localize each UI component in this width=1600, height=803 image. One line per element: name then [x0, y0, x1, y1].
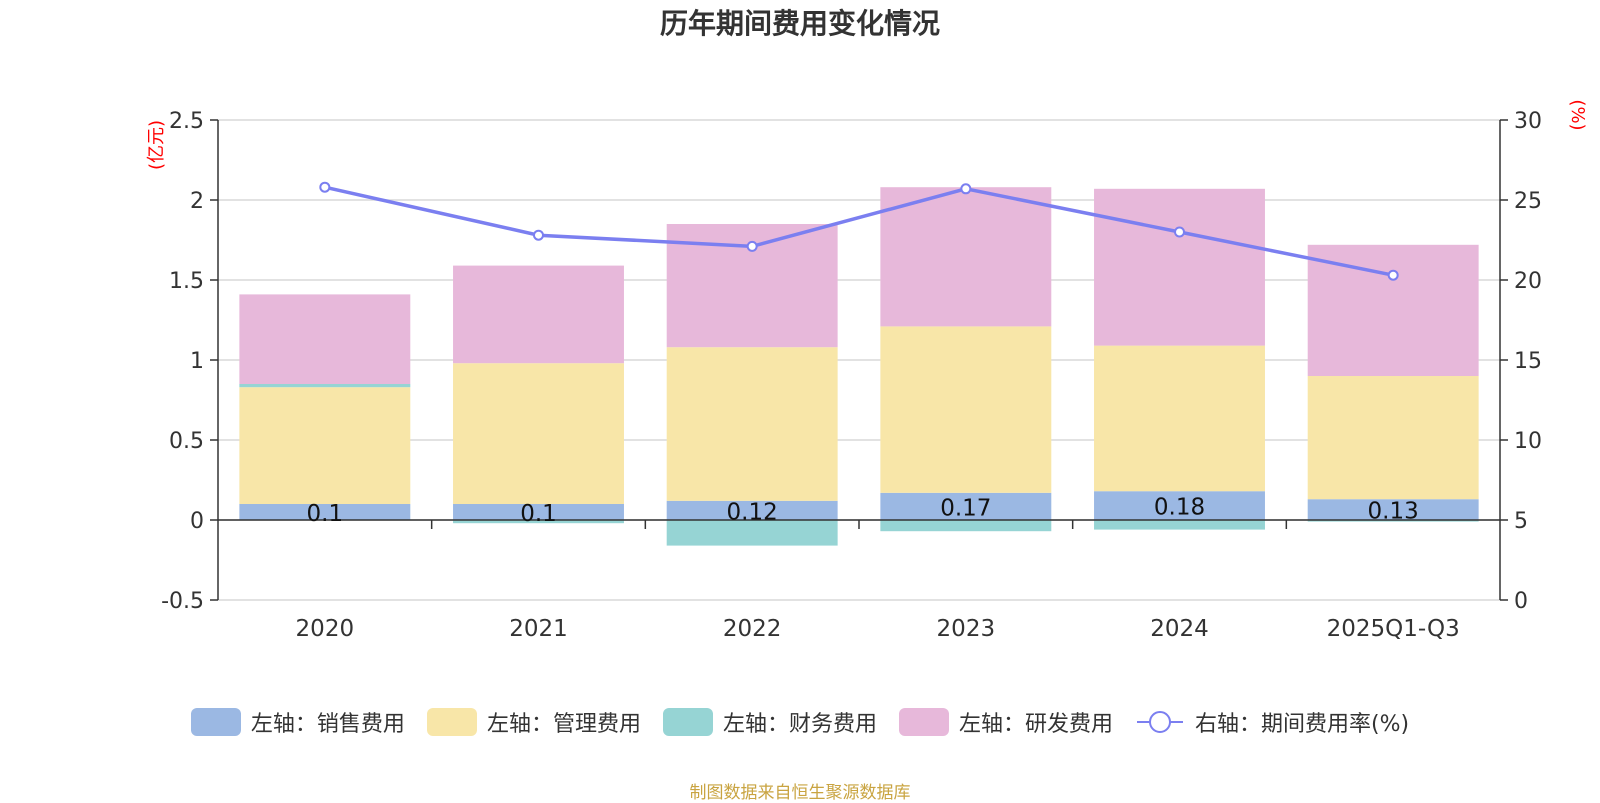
right-tick-label: 10: [1514, 429, 1542, 454]
left-tick-label: 1.5: [169, 269, 204, 294]
legend-swatch-icon: [426, 708, 477, 736]
legend-swatch-icon: [898, 708, 949, 736]
bar-segment: [453, 504, 624, 520]
bar-segment: [239, 294, 411, 384]
x-tick-label: 2024: [1150, 616, 1209, 642]
x-tick-label: 2025Q1-Q3: [1327, 616, 1460, 642]
legend-label: 右轴：期间费用率(%): [1194, 712, 1410, 737]
left-axis-unit: (亿元): [146, 120, 167, 170]
right-tick-label: 25: [1514, 189, 1542, 214]
legend-item[interactable]: 左轴：研发费用: [898, 706, 1113, 738]
right-tick-label: 5: [1514, 509, 1528, 534]
rate-point: [1387, 269, 1399, 281]
bar-segment: [1094, 345, 1265, 492]
x-tick-label: 2022: [723, 616, 782, 642]
bar-segment: [880, 326, 1052, 493]
legend-item[interactable]: 左轴：销售费用: [190, 706, 405, 738]
bar-segment: [1307, 244, 1479, 376]
right-tick-label: 0: [1514, 589, 1528, 614]
rate-point: [960, 183, 972, 195]
chart-title: 历年期间费用变化情况: [659, 7, 940, 40]
left-tick-label: 1: [190, 349, 204, 374]
left-tick-label: -0.5: [161, 589, 204, 614]
bar-segment: [1307, 499, 1479, 520]
left-tick-label: 0.5: [169, 429, 204, 454]
legend-line-marker-icon: [1136, 711, 1183, 733]
rate-point: [746, 240, 758, 252]
bar-data-label: 0.12: [727, 499, 778, 525]
bar-segment: [453, 265, 624, 364]
bar-segment: [1094, 491, 1265, 520]
bar-segment: [880, 492, 1052, 520]
rate-line: [324, 185, 1394, 277]
bar-segment: [666, 347, 838, 501]
left-tick-label: 2: [190, 189, 204, 214]
source-note: 制图数据来自恒生聚源数据库: [689, 783, 911, 803]
left-tick-label: 0: [190, 509, 204, 534]
rate-point: [533, 229, 544, 241]
bar-segment: [1307, 376, 1479, 500]
bar-segment: [1094, 188, 1265, 346]
x-tick-label: 2021: [509, 616, 568, 642]
left-tick-label: 2.5: [169, 109, 204, 134]
bar-segment: [239, 387, 411, 504]
legend-label: 左轴：管理费用: [486, 712, 641, 737]
bar-segment: [1094, 520, 1265, 530]
right-tick-label: 15: [1514, 349, 1542, 374]
legend-item[interactable]: 左轴：财务费用: [662, 706, 877, 738]
right-tick-label: 20: [1514, 269, 1542, 294]
rate-point: [319, 181, 331, 193]
legend-item[interactable]: 左轴：管理费用: [426, 706, 641, 738]
legend-item[interactable]: 右轴：期间费用率(%): [1135, 706, 1409, 738]
bar-segment: [453, 520, 624, 524]
bar-data-label: 0.17: [940, 495, 991, 521]
legend-swatch-icon: [190, 708, 241, 736]
right-axis-unit: (%): [1567, 99, 1588, 130]
x-tick-label: 2020: [296, 616, 355, 642]
bar-segment: [239, 384, 411, 388]
bar-segment: [880, 520, 1052, 532]
bar-segment: [453, 363, 624, 504]
bar-data-label: 0.18: [1154, 495, 1205, 521]
bar-segment: [239, 504, 411, 520]
bar-segment: [880, 187, 1052, 327]
bar-segment: [666, 500, 838, 520]
bar-data-label: 0.1: [307, 501, 344, 527]
legend-label: 左轴：财务费用: [722, 712, 877, 737]
legend: 左轴：销售费用 左轴：管理费用 左轴：财务费用 左轴：研发费用 右轴：期间费用率(%): [0, 706, 1600, 738]
bar-segment: [1307, 520, 1479, 522]
legend-label: 左轴：销售费用: [250, 712, 405, 737]
right-tick-label: 30: [1514, 109, 1542, 134]
legend-swatch-icon: [662, 708, 713, 736]
legend-label: 左轴：研发费用: [958, 712, 1113, 737]
bar-data-label: 0.1: [520, 501, 557, 527]
rate-point: [1174, 226, 1185, 238]
bar-segment: [666, 520, 838, 546]
x-tick-label: 2023: [937, 616, 996, 642]
bar-data-label: 0.13: [1368, 499, 1419, 525]
